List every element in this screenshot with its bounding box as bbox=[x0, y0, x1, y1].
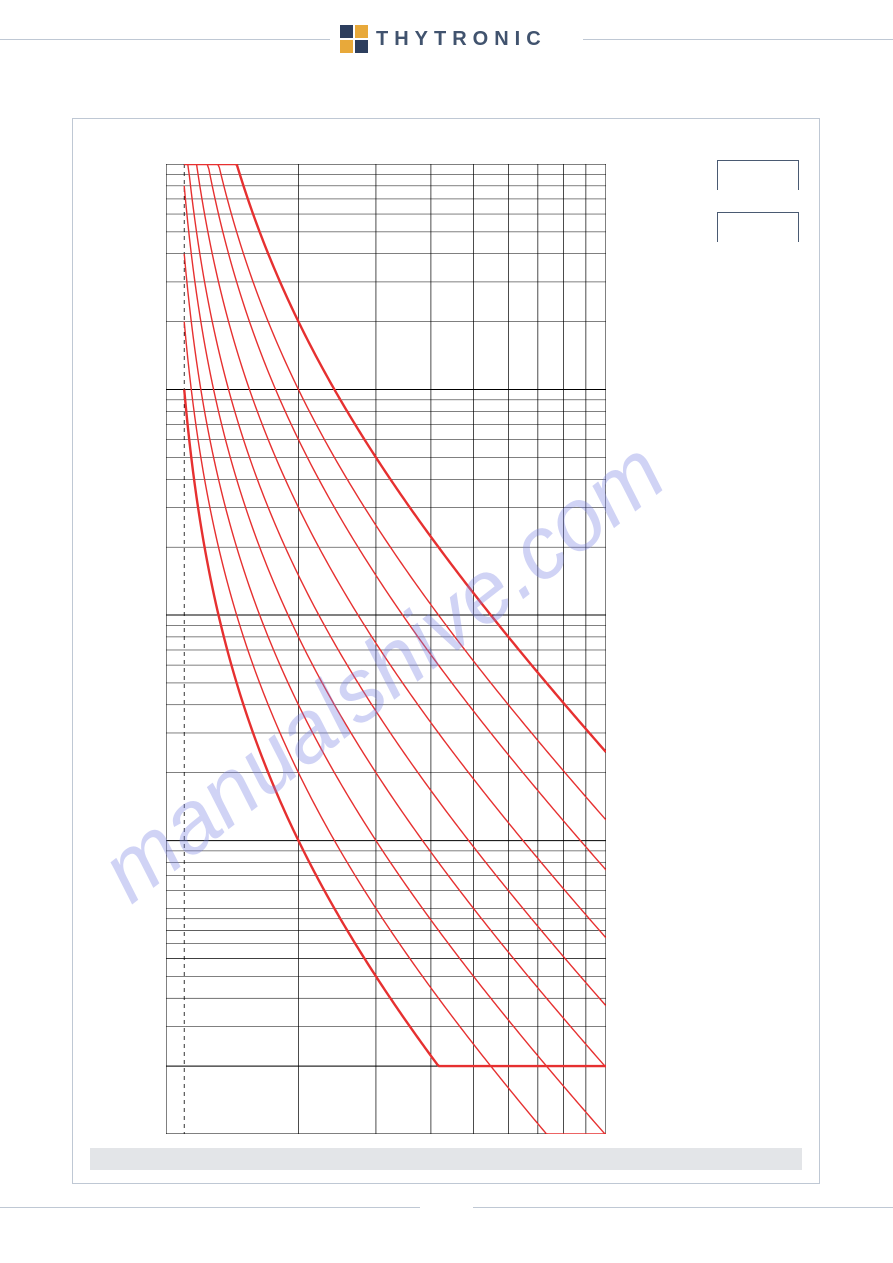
bottom-rule-left bbox=[0, 1207, 420, 1208]
caption-bar bbox=[90, 1148, 802, 1170]
inverse-time-chart bbox=[166, 164, 606, 1134]
legend-box-1 bbox=[717, 160, 799, 190]
brand-name: THYTRONIC bbox=[376, 28, 547, 51]
top-rule-right bbox=[583, 39, 893, 40]
legend-box-2 bbox=[717, 212, 799, 242]
bottom-rule-right bbox=[473, 1207, 893, 1208]
top-rule-left bbox=[0, 39, 330, 40]
brand: THYTRONIC bbox=[340, 25, 547, 53]
brand-logo-icon bbox=[340, 25, 368, 53]
